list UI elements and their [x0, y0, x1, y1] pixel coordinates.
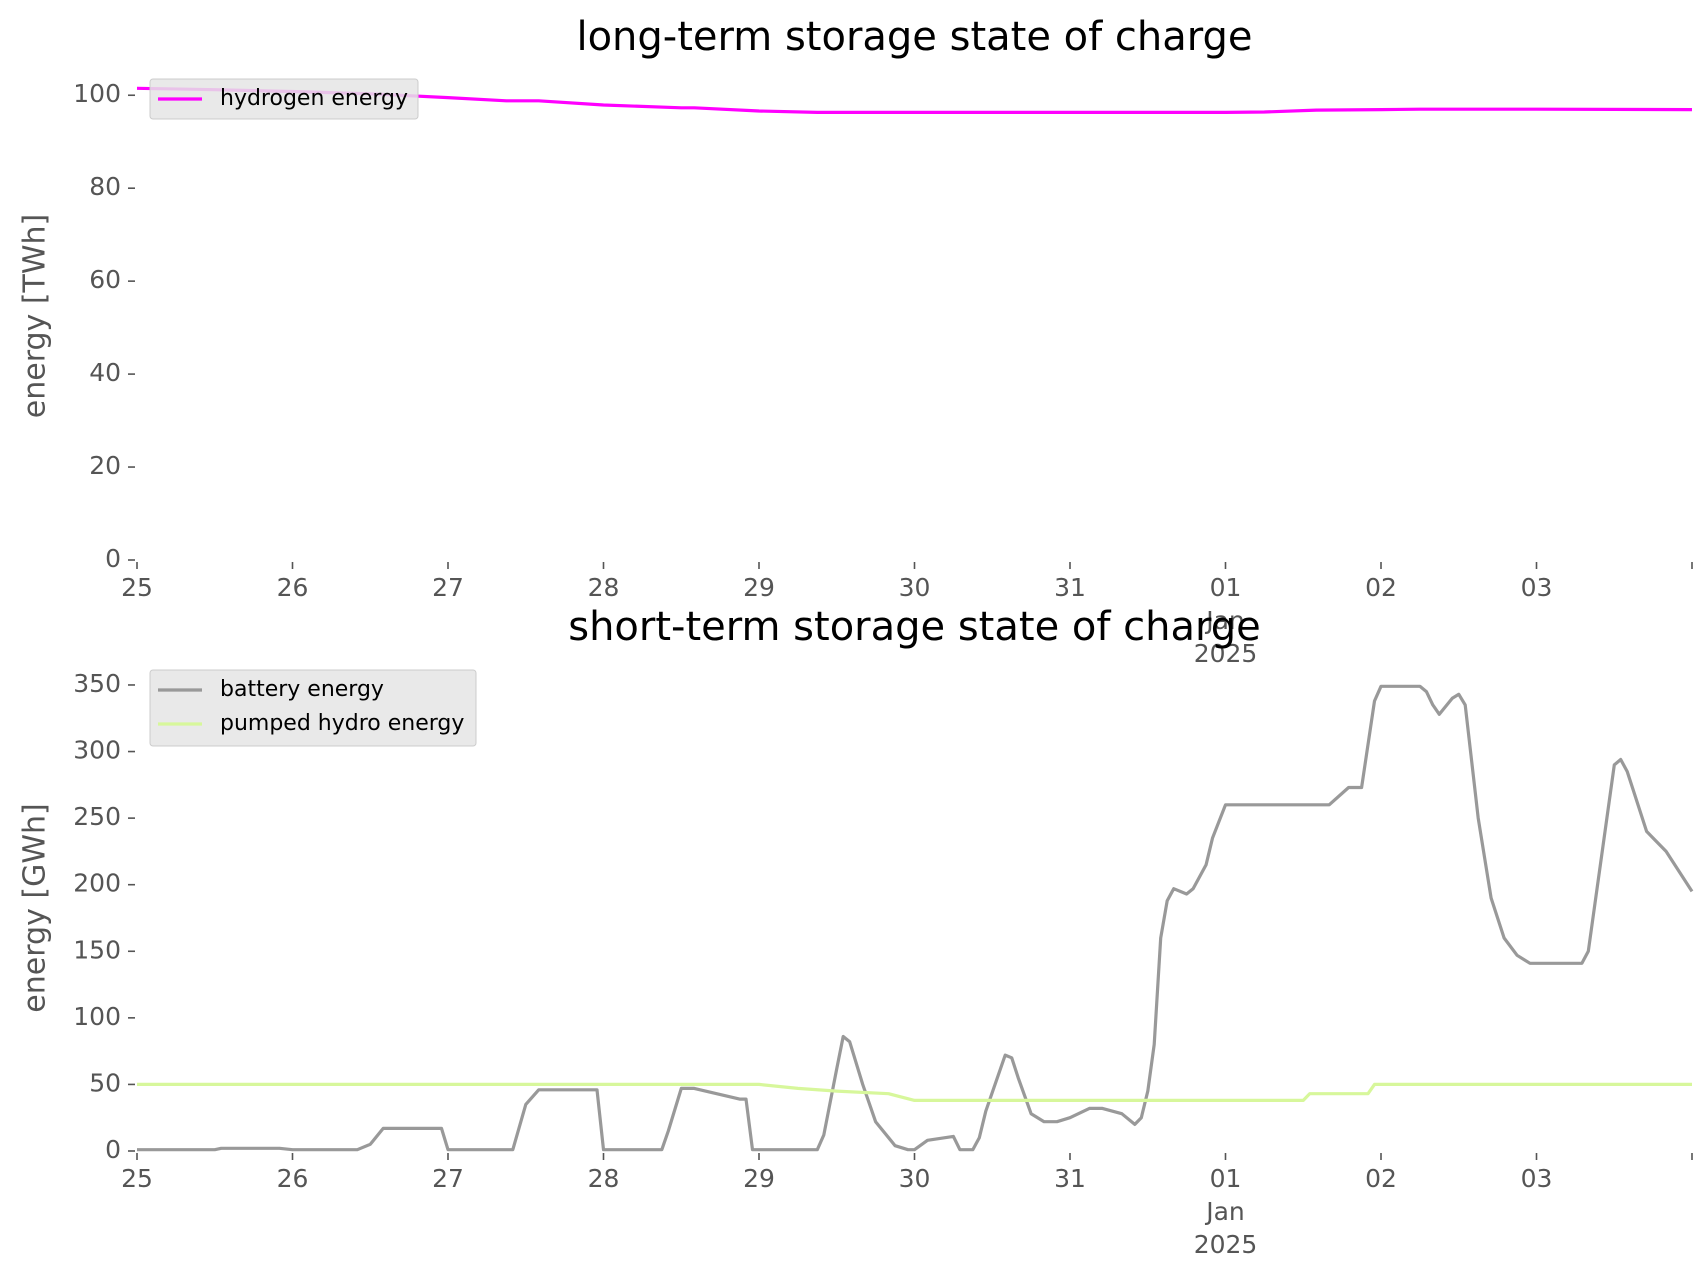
x-tick-label: 28 [588, 1164, 620, 1193]
x-tick-label: Jan [1204, 606, 1245, 635]
series-line-pumped-hydro-energy [137, 1082, 1692, 1103]
y-tick-label: 60 [89, 265, 121, 294]
x-tick-label: 03 [1521, 573, 1553, 602]
y-tick-label: 350 [73, 669, 121, 698]
y-tick-label: 250 [73, 802, 121, 831]
short-term-storage-chart: short-term storage state of charge energy… [18, 604, 1694, 1259]
y-tick-label: 50 [89, 1068, 121, 1097]
y-axis-label: energy [TWh] [18, 214, 53, 418]
x-tick-label: 25 [121, 1164, 153, 1193]
y-tick-label: 20 [89, 451, 121, 480]
x-tick-label: 27 [432, 1164, 464, 1193]
y-axis-label: energy [GWh] [18, 803, 53, 1012]
x-tick-label: 29 [743, 1164, 775, 1193]
y-tick-label: 100 [73, 79, 121, 108]
y-tick-label: 40 [89, 358, 121, 387]
y-tick-label: 100 [73, 1002, 121, 1031]
x-tick-label: 01 [1210, 573, 1242, 602]
legend: hydrogen energy [149, 78, 419, 120]
x-tick-label: 31 [1054, 573, 1086, 602]
x-tick-label: 26 [277, 1164, 309, 1193]
chart-title: long-term storage state of charge [576, 14, 1252, 60]
x-tick-label: 2025 [1194, 639, 1258, 668]
legend-entry: hydrogen energy [220, 86, 408, 111]
y-tick-label: 300 [73, 736, 121, 765]
x-tick-label: 30 [899, 573, 931, 602]
x-tick-label: 31 [1054, 1164, 1086, 1193]
y-tick-label: 200 [73, 869, 121, 898]
long-term-storage-chart: long-term storage state of charge energy … [18, 14, 1693, 668]
legend: battery energy pumped hydro energy [149, 669, 477, 747]
x-tick-label: 01 [1210, 1164, 1242, 1193]
x-tick-label: 26 [277, 573, 309, 602]
x-tick-label: 2025 [1194, 1230, 1258, 1259]
y-tick-label: 0 [105, 544, 121, 573]
x-tick-label: 02 [1365, 573, 1397, 602]
x-tick-label: 03 [1521, 1164, 1553, 1193]
y-tick-label: 0 [105, 1135, 121, 1164]
x-tick-label: Jan [1204, 1197, 1245, 1226]
chart-title: short-term storage state of charge [568, 604, 1261, 650]
legend-entry: pumped hydro energy [220, 711, 464, 736]
x-tick-label: 25 [121, 573, 153, 602]
y-tick-label: 150 [73, 935, 121, 964]
legend-entry: battery energy [220, 677, 384, 702]
x-tick-label: 29 [743, 573, 775, 602]
x-tick-label: 02 [1365, 1164, 1397, 1193]
x-tick-label: 28 [588, 573, 620, 602]
legend-frame [149, 78, 419, 120]
legend-frame [149, 669, 477, 747]
series-line-battery-energy [137, 684, 1694, 1152]
x-tick-label: 30 [899, 1164, 931, 1193]
x-tick-label: 27 [432, 573, 464, 602]
y-tick-label: 80 [89, 172, 121, 201]
